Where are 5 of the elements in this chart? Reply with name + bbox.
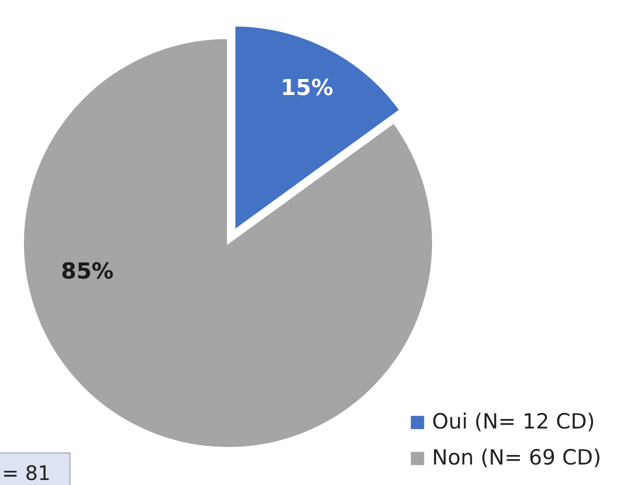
legend-label: Non (N= 69 CD): [432, 446, 602, 470]
legend-label: Oui (N= 12 CD): [432, 410, 595, 434]
data-label: 85%: [61, 259, 114, 284]
data-label: 15%: [280, 76, 334, 102]
text: = 81: [2, 461, 51, 485]
